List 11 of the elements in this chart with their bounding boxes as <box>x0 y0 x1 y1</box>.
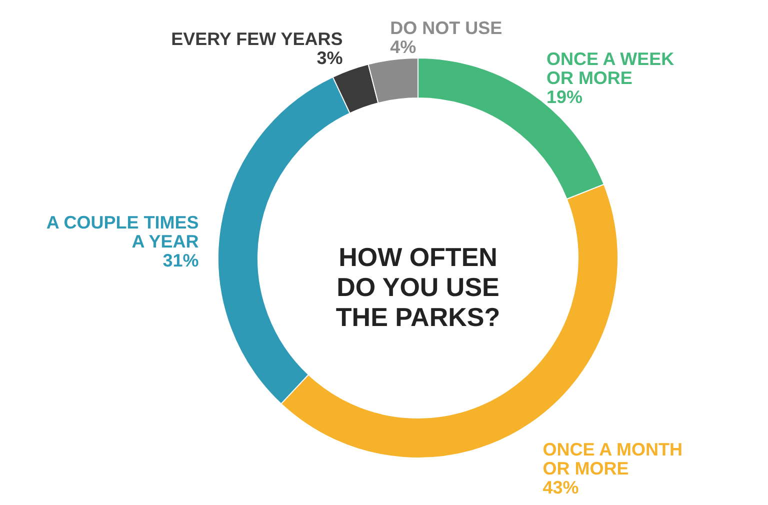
data-label: 4% <box>390 36 416 57</box>
slice-label: EVERY FEW YEARS <box>171 29 343 50</box>
data-label: 19% <box>546 87 582 108</box>
data-label: 3% <box>316 48 343 68</box>
data-label: 43% <box>542 478 579 498</box>
slice-label: A COUPLE TIMES A YEAR <box>46 212 199 252</box>
text: HOW OFTEN DO YOU USE THE PARKS? <box>336 242 500 332</box>
slice-label: DO NOT USE <box>390 18 502 38</box>
slice-label: ONCE A WEEK OR MORE <box>546 49 674 88</box>
data-label: 31% <box>162 250 199 270</box>
slice-label: ONCE A MONTH OR MORE <box>542 440 682 479</box>
